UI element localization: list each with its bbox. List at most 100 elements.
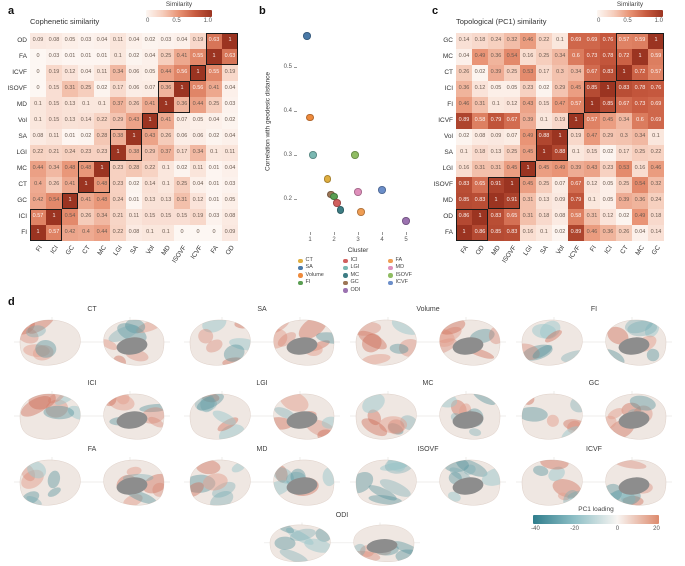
x-tick-label: 1 — [308, 237, 312, 243]
heatmap-cell: 0.04 — [78, 65, 94, 81]
heatmap-cell: 0.1 — [488, 97, 504, 113]
heatmap-cell: 0.42 — [62, 225, 78, 241]
heatmap-cell: 0.73 — [584, 49, 600, 65]
heatmap-cell: 0.19 — [552, 113, 568, 129]
heatmap-cell: 0.41 — [78, 193, 94, 209]
legend-swatch — [343, 288, 348, 293]
heatmap-cell: 0.47 — [552, 97, 568, 113]
heatmap-cell: 0.1 — [158, 225, 174, 241]
heatmap-cell: 0.25 — [536, 177, 552, 193]
legend-label: ISOVF — [395, 271, 413, 278]
heatmap-cell: 0.91 — [488, 177, 504, 193]
heatmap-cell: 0.34 — [94, 209, 110, 225]
heatmap-row-label: MD — [442, 197, 453, 204]
legend-label: ODI — [350, 286, 361, 293]
heatmap-cell: 0.83 — [488, 209, 504, 225]
heatmap-cell: 0.43 — [584, 161, 600, 177]
heatmap-cell: 1 — [520, 161, 536, 177]
heatmap-cell: 0.22 — [94, 113, 110, 129]
legend-swatch — [298, 265, 303, 271]
heatmap-cell: 0 — [174, 225, 190, 241]
brain-surface-map-ISOVF — [350, 457, 506, 506]
heatmap-cell: 0.08 — [552, 209, 568, 225]
brain-map-label-SA: SA — [257, 306, 267, 313]
brain-map-label-MC: MC — [422, 380, 434, 387]
heatmap-cell: 1 — [62, 193, 78, 209]
heatmap-cell: 0.17 — [174, 145, 190, 161]
heatmap-cell: 0.12 — [472, 81, 488, 97]
brain-map-label-ISOVF: ISOVF — [417, 446, 439, 453]
heatmap-cell: 0.28 — [94, 129, 110, 145]
heatmap-cell: 0.26 — [78, 209, 94, 225]
brain-surface-map-SA — [184, 317, 340, 366]
heatmap-cell: 0.05 — [62, 33, 78, 49]
scatter-point-SA — [303, 32, 311, 40]
legend-item-MC: MC — [343, 272, 359, 279]
heatmap-cell: 0.22 — [110, 225, 126, 241]
heatmap-cell: 0.31 — [62, 81, 78, 97]
heatmap-cell: 1 — [632, 49, 648, 65]
heatmap-grid: 0.09 0.08 0.05 0.03 0.04 0.11 0.04 0.02 0.03 0.04… — [30, 33, 238, 241]
heatmap-cell: 0.19 — [568, 129, 584, 145]
heatmap-cell: 0.04 — [126, 33, 142, 49]
heatmap-cell: 0.12 — [600, 209, 616, 225]
brain-map-label-ICI: ICI — [87, 380, 97, 387]
heatmap-cell: 0.09 — [30, 33, 46, 49]
heatmap-cell: 0.17 — [536, 65, 552, 81]
heatmap-cell: 0.67 — [504, 113, 520, 129]
heatmap-cell: 0.54 — [46, 193, 62, 209]
heatmap-row-label: MD — [16, 101, 27, 108]
heatmap-cell: 0.23 — [94, 145, 110, 161]
heatmap-cell: 0.91 — [504, 193, 520, 209]
heatmap-cell: 0.43 — [126, 113, 142, 129]
heatmap-cell: 1 — [46, 209, 62, 225]
heatmap-cell: 1 — [472, 209, 488, 225]
heatmap-row-label: SA — [444, 149, 453, 156]
heatmap-cell: 0.85 — [456, 193, 472, 209]
heatmap-cell: 0.72 — [616, 49, 632, 65]
colorbar-tick: 1.0 — [654, 18, 663, 24]
heatmap-cell: 0.45 — [600, 113, 616, 129]
heatmap-cell: 0.04 — [222, 129, 238, 145]
panel-d-label: d — [8, 296, 15, 308]
brain-surface-map-ODI — [264, 522, 420, 562]
heatmap-cell: 0.09 — [552, 193, 568, 209]
heatmap-cell: 0.11 — [222, 145, 238, 161]
heatmap-cell: 0.63 — [206, 33, 222, 49]
heatmap-row-label: CT — [444, 69, 453, 76]
scatter-point-Volume — [306, 113, 314, 122]
heatmap-row-label: OD — [17, 37, 27, 44]
heatmap-cell: 0.14 — [142, 177, 158, 193]
heatmap-cell: 0.76 — [648, 81, 664, 97]
heatmap-cell: 0.48 — [94, 193, 110, 209]
heatmap-cell: 0.01 — [62, 49, 78, 65]
heatmap-row-label: ICVF — [12, 69, 27, 76]
heatmap-cell: 0.07 — [142, 81, 158, 97]
brain-map-label-LGI: LGI — [256, 380, 268, 387]
heatmap-cell: 0.83 — [616, 81, 632, 97]
heatmap-cell: 0.89 — [456, 113, 472, 129]
heatmap-cell: 0 — [206, 225, 222, 241]
heatmap-cell: 0.14 — [456, 33, 472, 49]
heatmap-cell: 0.03 — [222, 177, 238, 193]
brain-map-label-GC: GC — [588, 380, 600, 387]
heatmap-cell: 0.15 — [46, 81, 62, 97]
legend-item-FI: FI — [298, 280, 310, 286]
pc1-colorbar-title: PC1 loading — [578, 506, 614, 513]
legend-item-MD: MD — [388, 265, 404, 271]
heatmap-cell: 0.07 — [504, 129, 520, 145]
heatmap-row-label: MC — [442, 53, 453, 60]
legend-label: GC — [350, 279, 359, 286]
colorbar-title: Similarity — [165, 1, 193, 8]
heatmap-cell: 0.49 — [472, 49, 488, 65]
heatmap-cell: 0.85 — [584, 81, 600, 97]
heatmap-cell: 0.02 — [472, 65, 488, 81]
heatmap-cell: 0.63 — [222, 49, 238, 65]
heatmap-cell: 0.04 — [632, 225, 648, 241]
heatmap-cell: 0.04 — [142, 49, 158, 65]
heatmap-cell: 0.01 — [126, 193, 142, 209]
legend-label: ICVF — [395, 279, 409, 286]
heatmap-cell: 0.29 — [110, 113, 126, 129]
heatmap-cell: 0.1 — [456, 145, 472, 161]
heatmap-cell: 0.1 — [30, 113, 46, 129]
